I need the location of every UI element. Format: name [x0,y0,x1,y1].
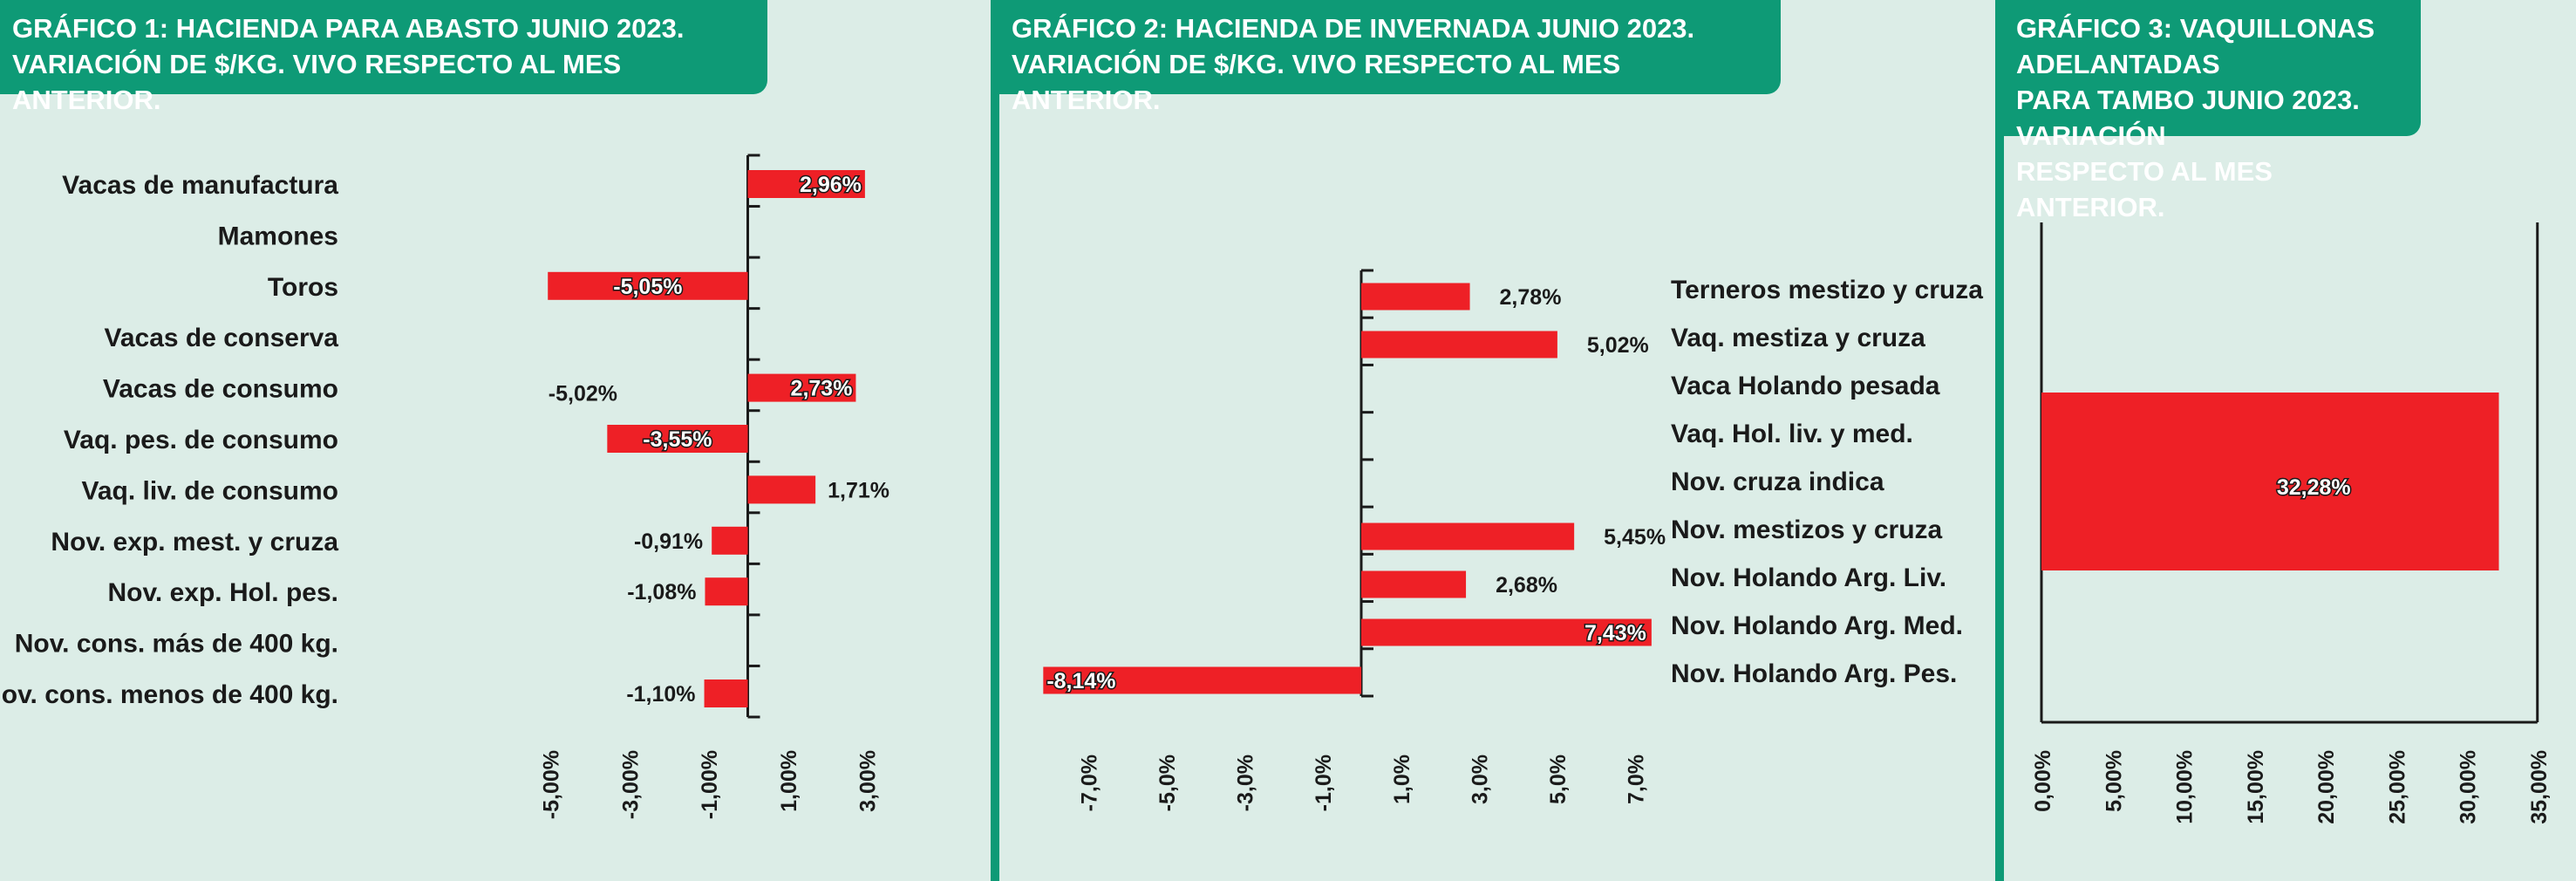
data-label: 5,45% [1604,525,1666,550]
bar-chart-1: Vacas de manufactura 2,96% Mamones Toros -5,… [0,154,889,819]
category-label: Nov. cons. menos de 400 kg. [0,680,338,709]
x-tick-label: 20,00% [2314,750,2339,824]
bar [607,425,748,453]
data-label: 2,73% [791,377,853,401]
bar [1043,666,1361,694]
category-label: Nov. exp. mest. y cruza [51,528,338,557]
bar [747,475,816,504]
category-label: Vaq. Hol. liv. y med. [1671,420,1913,448]
x-tick-label: 10,00% [2173,750,2198,824]
data-label: -1,08% [627,580,696,604]
bar [704,680,748,707]
chart-title-3: GRÁFICO 3: VAQUILLONAS ADELANTADAS PARA … [2004,0,2421,222]
bar [1361,570,1467,598]
category-label: Nov. Holando Arg. Liv. [1671,563,1946,592]
x-tick-label: 1,00% [777,750,801,812]
category-label: Vaca Holando pesada [1671,372,1940,400]
chart-panel-1: GRÁFICO 1: HACIENDA PARA ABASTO JUNIO 20… [0,0,991,881]
bar [705,577,748,606]
chart-panel-2: GRÁFICO 2: HACIENDA DE INVERNADA JUNIO 2… [999,0,1995,881]
bar [1361,522,1575,550]
category-label: Terneros mestizo y cruza [1671,276,1983,304]
x-tick-label: 5,0% [1546,755,1571,804]
x-tick-label: -7,0% [1077,755,1101,811]
data-label: 2,78% [1500,285,1562,310]
x-tick-label: -1,00% [698,750,722,819]
chart-title-1: GRÁFICO 1: HACIENDA PARA ABASTO JUNIO 20… [0,0,767,115]
x-tick-label: 1,0% [1390,755,1414,804]
category-label: Nov. exp. Hol. pes. [107,578,338,607]
bar-chart-3: 32,28% 0,00% 5,00% 10,00% 15,00% 20,00% 25,00%… [2031,222,2552,824]
x-tick-label: 35,00% [2527,750,2552,824]
data-label: -8,14% [1046,669,1115,693]
data-label: 32,28% [2277,475,2351,500]
bar-chart-2: Terneros mestizo y cruza 2,78% Vaq. mestiz… [1043,269,1983,811]
bar [1361,618,1652,646]
bar [747,170,865,198]
category-label: Nov. Holando Arg. Pes. [1671,659,1957,688]
chart-title-2: GRÁFICO 2: HACIENDA DE INVERNADA JUNIO 2… [999,0,1781,115]
x-tick-label: 7,0% [1625,755,1649,804]
category-label: Vaq. mestiza y cruza [1671,324,1925,352]
bar [747,373,856,402]
x-tick-label: 3,00% [856,750,881,812]
bar [2041,393,2499,570]
data-label: 2,68% [1496,573,1557,598]
category-label: Nov. cruza indica [1671,468,1884,496]
x-tick-label: -3,0% [1234,755,1258,811]
x-tick-label: 5,00% [2102,750,2126,812]
data-label: 7,43% [1584,621,1646,645]
data-label: -1,10% [626,682,695,707]
annotation-label: -5,02% [549,382,617,406]
data-label: 2,96% [800,173,862,197]
category-label: Nov. mestizos y cruza [1671,516,1943,544]
x-tick-label: 3,0% [1468,755,1492,804]
bar [1361,331,1557,359]
x-tick-label: 25,00% [2385,750,2409,824]
chart-panel-3: GRÁFICO 3: VAQUILLONAS ADELANTADAS PARA … [2004,0,2576,881]
bar [712,526,748,555]
x-tick-label: -5,00% [540,750,564,819]
category-label: Vaq. pes. de consumo [64,426,338,454]
x-tick-label: 30,00% [2457,750,2481,824]
category-label: Vaq. liv. de consumo [81,476,338,505]
category-label: Vacas de manufactura [62,171,338,200]
data-label: 5,02% [1587,333,1649,358]
x-tick-label: -1,0% [1312,755,1336,811]
category-label: Mamones [218,222,338,250]
category-label: Vacas de conserva [104,324,338,352]
x-tick-label: -3,00% [618,750,643,819]
bar [548,271,748,300]
data-label: -0,91% [634,529,703,554]
bar [1361,283,1470,311]
category-label: Nov. cons. más de 400 kg. [15,630,338,659]
category-label: Vacas de consumo [103,375,338,404]
category-label: Nov. Holando Arg. Med. [1671,611,1963,640]
data-label: -5,05% [613,275,682,299]
x-tick-label: 15,00% [2244,750,2268,824]
data-label: 1,71% [828,478,889,502]
x-tick-label: 0,00% [2031,750,2055,812]
category-label: Toros [268,273,338,302]
x-tick-label: -5,0% [1155,755,1180,811]
data-label: -3,55% [643,427,712,452]
